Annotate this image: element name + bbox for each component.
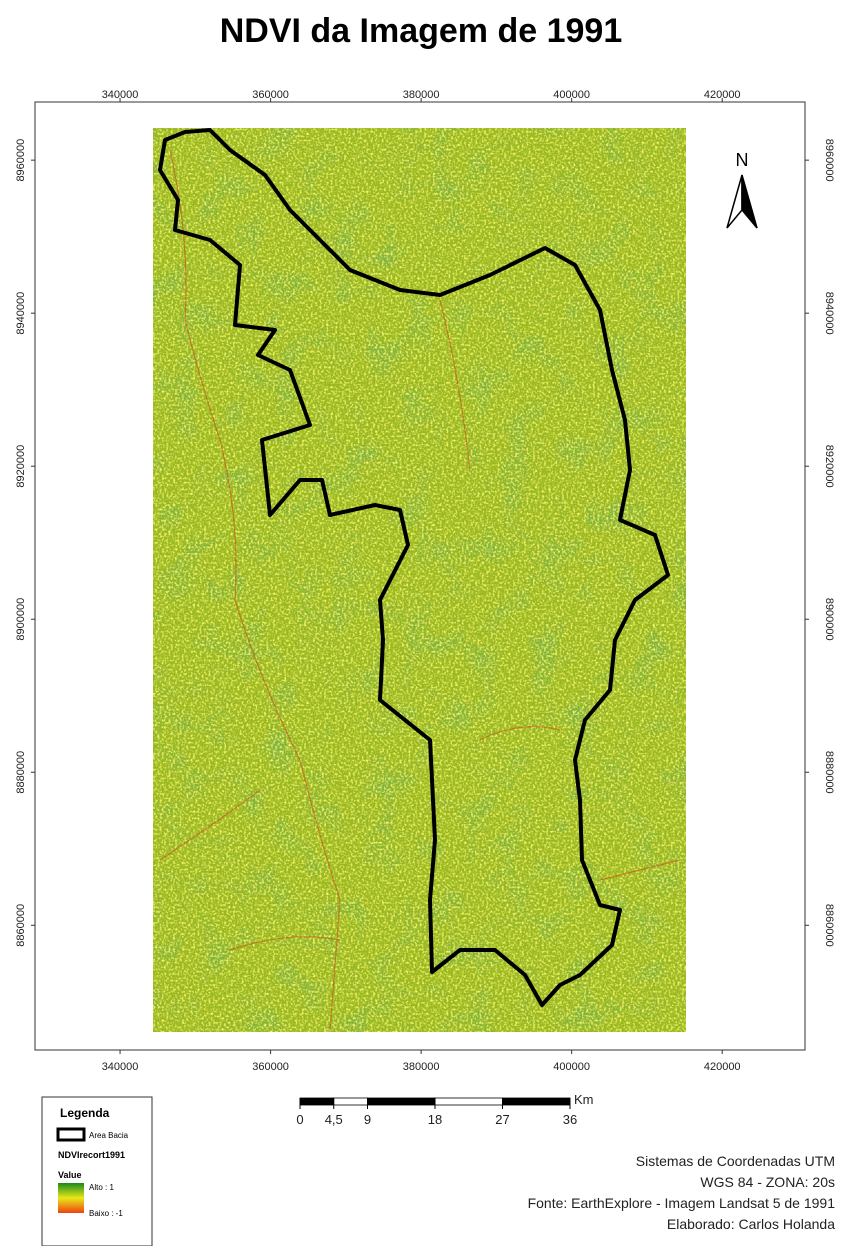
y-tick-label-right: 8920000 (823, 445, 835, 488)
scale-label: 4,5 (325, 1112, 343, 1127)
legend-ramp (58, 1183, 84, 1213)
scale-segment (434, 1097, 503, 1106)
drainage (159, 149, 681, 1031)
y-tick-label-left: 8900000 (15, 598, 27, 641)
y-tick-label-left: 8860000 (15, 904, 27, 947)
legend-box (41, 1096, 153, 1247)
x-tick-label-bottom: 340000 (102, 1061, 139, 1073)
credit-line: Fonte: EarthExplore - Imagem Landsat 5 d… (528, 1195, 836, 1211)
ndvi-texture (153, 128, 686, 1032)
legend: Legenda Area Bacia NDVIrecort1991 Value … (41, 1096, 153, 1247)
scale-label: 27 (495, 1112, 509, 1127)
credit-line: Elaborado: Carlos Holanda (667, 1216, 835, 1232)
x-tick-label-bottom: 380000 (403, 1061, 440, 1073)
y-tick-label-left: 8960000 (15, 139, 27, 182)
map-title: NDVI da Imagem de 1991 (220, 12, 623, 50)
scale-segment (299, 1097, 335, 1106)
x-tick-label-top: 380000 (403, 89, 440, 101)
legend-field: Value (58, 1170, 82, 1180)
credit-line: Sistemas de Coordenadas UTM (636, 1153, 835, 1169)
legend-low: Baixo : -1 (89, 1209, 123, 1218)
y-tick-label-right: 8860000 (823, 904, 835, 947)
x-tick-label-bottom: 400000 (553, 1061, 590, 1073)
scale-unit: Km (574, 1092, 594, 1107)
y-tick-label-right: 8940000 (823, 292, 835, 335)
scale-label: 0 (296, 1112, 303, 1127)
x-tick-label-top: 340000 (102, 89, 139, 101)
north-arrow: N (726, 150, 758, 229)
scale-segment (502, 1097, 571, 1106)
scale-label: 18 (428, 1112, 442, 1127)
x-tick-label-top: 420000 (704, 89, 741, 101)
x-tick-label-top: 360000 (252, 89, 289, 101)
y-tick-label-left: 8880000 (15, 751, 27, 794)
scale-label: 9 (364, 1112, 371, 1127)
legend-layer: NDVIrecort1991 (58, 1150, 125, 1160)
y-tick-label-left: 8920000 (15, 445, 27, 488)
x-tick-label-top: 400000 (553, 89, 590, 101)
x-tick-label-bottom: 360000 (252, 1061, 289, 1073)
credit-line: WGS 84 - ZONA: 20s (700, 1174, 835, 1190)
legend-boundary-swatch (56, 1127, 86, 1142)
scale-segment (367, 1097, 436, 1106)
legend-title: Legenda (60, 1106, 110, 1120)
north-label: N (736, 150, 749, 170)
y-tick-label-right: 8900000 (823, 598, 835, 641)
basin-boundary (158, 128, 670, 1007)
y-tick-label-left: 8940000 (15, 292, 27, 335)
scale-segment (333, 1097, 368, 1106)
scale-label: 36 (563, 1112, 577, 1127)
legend-high: Alto : 1 (89, 1183, 114, 1192)
x-tick-label-bottom: 420000 (704, 1061, 741, 1073)
y-tick-label-right: 8880000 (823, 751, 835, 794)
y-tick-label-right: 8960000 (823, 139, 835, 182)
legend-boundary-label: Area Bacia (89, 1131, 129, 1140)
